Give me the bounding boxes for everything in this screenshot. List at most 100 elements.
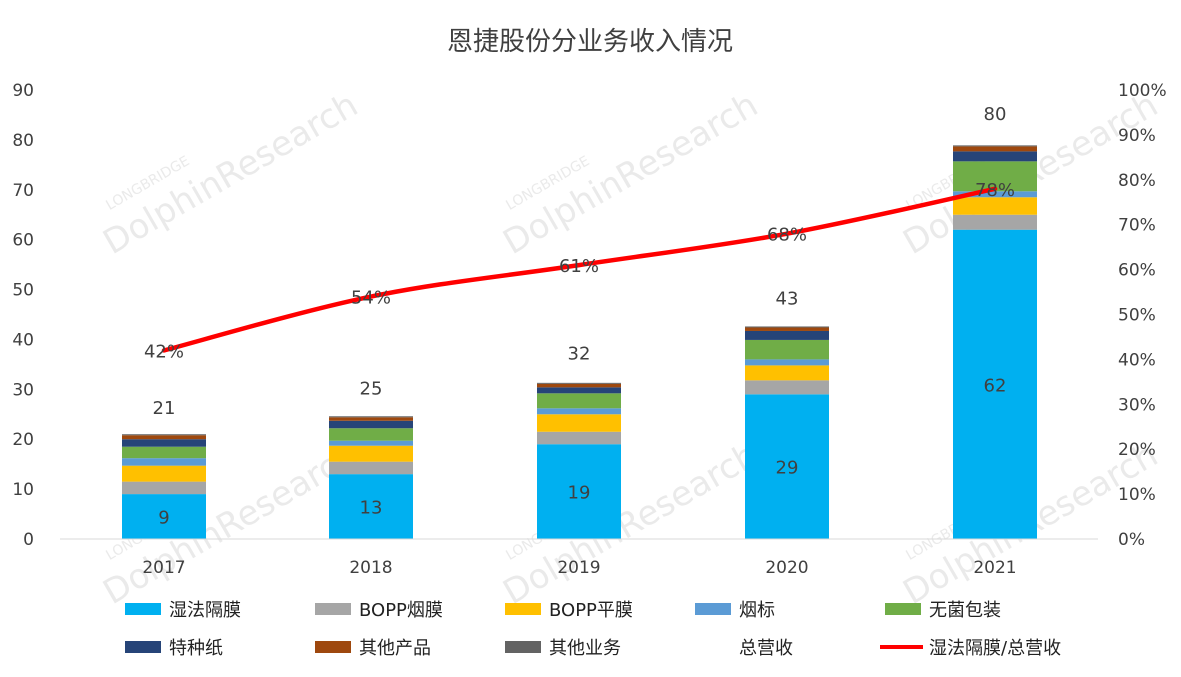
legend-swatch [315,603,351,615]
bar-segment [122,446,206,459]
bar-segment [745,380,829,395]
bar-segment [537,382,621,384]
legend-label: 其他产品 [359,638,431,659]
bar-segment [122,494,206,539]
bar-segment [745,327,829,331]
legend-label: 其他业务 [549,638,621,659]
bar-segment [329,440,413,446]
x-tick-label: 2018 [349,558,392,578]
bar-segment [953,229,1037,539]
y-tick-label: 40 [12,330,34,350]
y2-tick-label: 90% [1118,126,1156,146]
ratio-line [161,186,998,353]
bar-segment [122,434,206,436]
total-value-label: 21 [153,398,176,419]
legend-label: BOPP烟膜 [359,600,443,621]
y2-tick-label: 0% [1118,530,1145,550]
y-tick-label: 70 [12,181,34,201]
bar-value-label: 9 [158,508,169,529]
bar-segment [329,461,413,475]
y-tick-label: 10 [12,480,34,500]
total-value-label: 80 [984,104,1007,125]
legend-swatch [505,641,541,653]
watermark-text: DolphinResearch [497,85,765,263]
watermark-text: DolphinResearch [97,85,365,263]
bar-segment [745,339,829,360]
stacked-bars [122,145,1037,539]
bar-segment [537,408,621,415]
y2-tick-label: 50% [1118,306,1156,326]
legend-swatch [505,603,541,615]
x-axis: 2017 2018 2019 2020 2021 [142,558,1016,578]
bar-segment [537,444,621,539]
ratio-label: 78% [975,180,1015,201]
y-tick-label: 30 [12,380,34,400]
legend-swatch [885,603,921,615]
y-axis-left: 0 10 20 30 40 50 60 70 80 90 [12,81,34,550]
bar-segment [953,151,1037,162]
data-labels: 9 21 13 25 19 32 29 43 62 80 [153,104,1007,529]
legend-swatch [125,603,161,615]
legend-label: 烟标 [739,600,775,621]
bar-segment [953,191,1037,198]
bar-segment [953,146,1037,152]
bar-segment [537,393,621,409]
ratio-label: 42% [144,341,184,362]
bar-segment [122,435,206,440]
bar-segment [122,458,206,466]
bar-segment [537,387,621,394]
x-tick-label: 2019 [557,558,600,578]
bar-value-label: 29 [776,458,799,479]
y-tick-label: 0 [23,530,34,550]
bar-segment [537,383,621,388]
bar-segment [329,445,413,462]
bar-segment [329,420,413,429]
ratio-label: 54% [351,288,391,309]
x-tick-label: 2017 [142,558,185,578]
bar-segment [122,465,206,482]
y2-tick-label: 40% [1118,350,1156,370]
chart-title: 恩捷股份分业务收入情况 [447,27,733,57]
bar-segment [953,214,1037,230]
total-value-label: 43 [776,288,799,309]
bar-segment [953,197,1037,215]
y2-tick-label: 20% [1118,440,1156,460]
legend-swatch [695,603,731,615]
y-tick-label: 50 [12,281,34,301]
ratio-line-series: 42% 54% 61% 68% 78% [144,180,1015,363]
bar-segment [745,359,829,366]
legend-swatch [315,641,351,653]
bar-value-label: 19 [568,483,591,504]
y2-tick-label: 10% [1118,485,1156,505]
x-tick-label: 2020 [765,558,808,578]
bar-segment [122,439,206,447]
bar-segment [953,145,1037,147]
bar-segment [953,161,1037,192]
bar-segment [329,416,413,418]
legend-label: 无菌包装 [929,600,1001,621]
y-tick-label: 60 [12,231,34,251]
y2-tick-label: 80% [1118,171,1156,191]
bar-segment [745,394,829,539]
legend-label: 湿法隔膜/总营收 [929,638,1061,659]
bar-segment [329,428,413,441]
bar-segment [745,330,829,340]
ratio-label: 68% [767,225,807,246]
y2-tick-label: 60% [1118,261,1156,281]
legend-label: 湿法隔膜 [169,600,241,621]
bar-segment [745,365,829,381]
bar-segment [122,481,206,495]
legend-label: BOPP平膜 [549,600,633,621]
y2-tick-label: 70% [1118,216,1156,236]
y-tick-label: 80 [12,131,34,151]
bar-segment [329,474,413,539]
total-value-label: 25 [360,378,383,399]
legend-label: 总营收 [739,638,793,659]
y2-tick-label: 100% [1118,81,1167,101]
bar-segment [537,414,621,432]
bar-value-label: 13 [360,498,383,519]
